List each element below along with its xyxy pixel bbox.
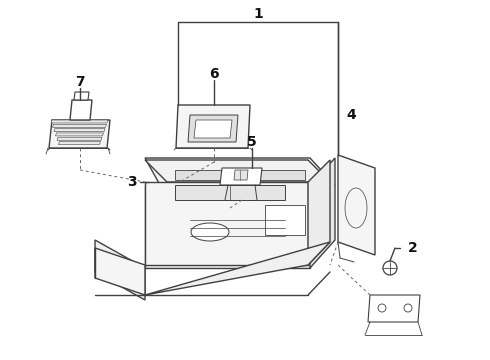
Circle shape xyxy=(378,304,386,312)
Polygon shape xyxy=(265,205,305,235)
Text: 3: 3 xyxy=(127,175,137,189)
Text: 7: 7 xyxy=(75,75,85,89)
Polygon shape xyxy=(54,129,105,132)
Polygon shape xyxy=(176,105,250,148)
Polygon shape xyxy=(308,160,330,265)
Polygon shape xyxy=(74,92,89,100)
Polygon shape xyxy=(145,160,330,182)
Polygon shape xyxy=(310,158,335,268)
Polygon shape xyxy=(368,295,420,322)
Polygon shape xyxy=(145,242,330,295)
Polygon shape xyxy=(49,120,110,148)
Polygon shape xyxy=(234,170,248,180)
Polygon shape xyxy=(175,185,285,200)
Polygon shape xyxy=(51,120,108,123)
Polygon shape xyxy=(145,182,308,265)
Polygon shape xyxy=(145,185,310,268)
Text: 5: 5 xyxy=(247,135,257,149)
Polygon shape xyxy=(55,133,103,136)
Polygon shape xyxy=(58,141,100,144)
Polygon shape xyxy=(95,240,145,300)
Polygon shape xyxy=(95,248,145,295)
Polygon shape xyxy=(70,100,92,120)
Polygon shape xyxy=(175,170,305,180)
Polygon shape xyxy=(194,120,232,138)
Polygon shape xyxy=(338,155,375,255)
Circle shape xyxy=(404,304,412,312)
Text: 1: 1 xyxy=(253,7,263,21)
Polygon shape xyxy=(188,115,238,142)
Ellipse shape xyxy=(191,223,229,241)
Text: 4: 4 xyxy=(346,108,356,122)
Polygon shape xyxy=(220,168,262,185)
Text: 2: 2 xyxy=(408,241,418,255)
Circle shape xyxy=(383,261,397,275)
Text: 6: 6 xyxy=(209,67,219,81)
Polygon shape xyxy=(57,137,102,140)
Polygon shape xyxy=(145,158,335,185)
Polygon shape xyxy=(52,124,106,127)
